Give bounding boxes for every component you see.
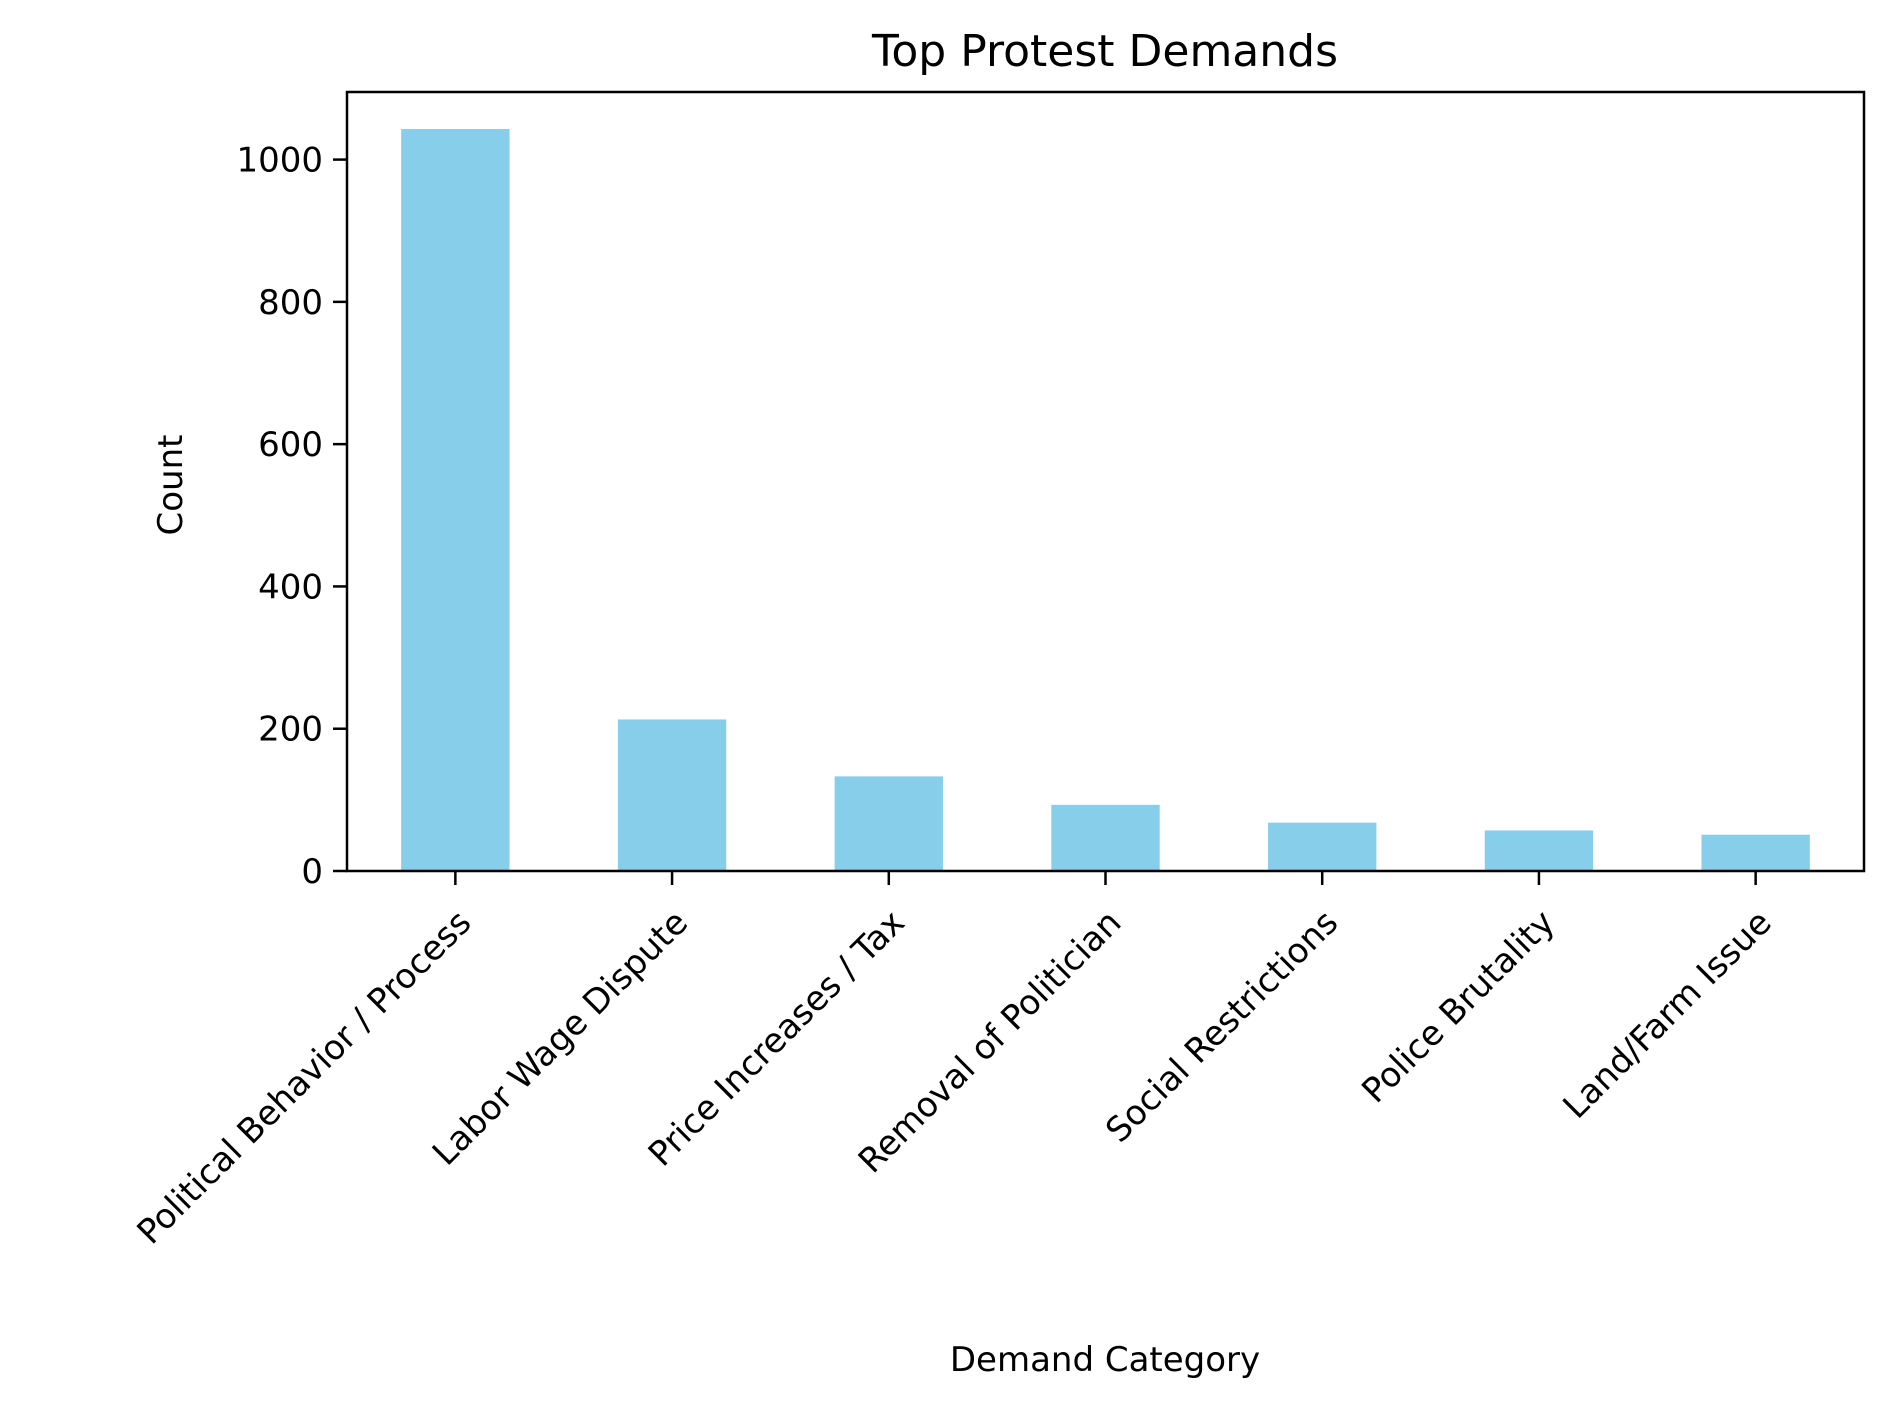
bar: [617, 719, 727, 871]
x-tick-label: Police Brutality: [1354, 903, 1562, 1111]
chart-title: Top Protest Demands: [871, 26, 1338, 77]
bars-group: [401, 128, 1810, 872]
bar: [1484, 830, 1594, 871]
y-tick-label: 200: [258, 710, 323, 750]
y-tick-label: 800: [258, 283, 323, 323]
y-tick-label: 400: [258, 567, 323, 607]
bar: [1268, 822, 1377, 871]
y-tick-label: 1000: [236, 141, 323, 181]
x-tick-label: Political Behavior / Process: [130, 903, 480, 1253]
y-tick-label: 0: [301, 852, 323, 892]
y-ticks-group: 0 200 400 600 800 1000: [236, 141, 347, 892]
bar: [401, 128, 510, 872]
y-tick-label: 600: [258, 425, 323, 465]
bar: [1701, 834, 1810, 871]
x-tick-label: Land/Farm Issue: [1555, 903, 1779, 1127]
bar: [1051, 804, 1160, 871]
bar: [834, 776, 943, 871]
x-tick-label: Social Restrictions: [1098, 903, 1346, 1151]
y-axis-label: Count: [151, 435, 191, 536]
plot-frame: [345, 90, 1866, 873]
x-axis-label: Demand Category: [950, 1340, 1260, 1380]
